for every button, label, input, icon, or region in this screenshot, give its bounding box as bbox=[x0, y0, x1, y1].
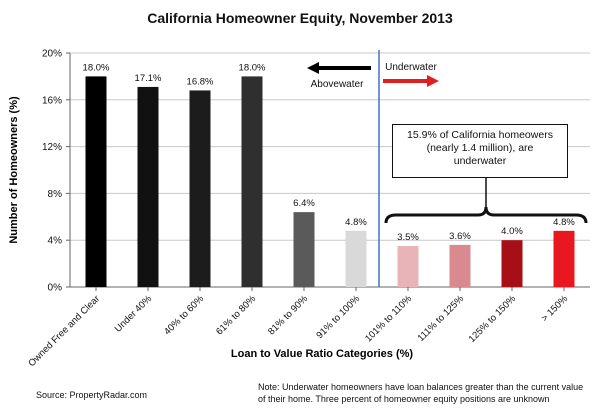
bar bbox=[137, 86, 159, 288]
data-label: 6.4% bbox=[293, 198, 315, 209]
annotations: Abovewater Underwater bbox=[307, 50, 588, 287]
source-note: Source: PropertyRadar.com bbox=[36, 390, 148, 400]
bar bbox=[241, 76, 263, 288]
abovewater-label: Abovewater bbox=[311, 79, 364, 90]
category-label: 61% to 80% bbox=[214, 293, 258, 337]
y-tick-label: 20% bbox=[42, 49, 62, 60]
category-label: 101% to 110% bbox=[363, 293, 414, 344]
bar bbox=[449, 244, 471, 287]
data-label: 16.8% bbox=[187, 76, 214, 87]
x-axis-label: Loan to Value Ratio Categories (%) bbox=[231, 348, 413, 360]
category-label: 91% to 100% bbox=[314, 293, 362, 341]
footnote: Note: Underwater homeowners have loan ba… bbox=[258, 382, 584, 404]
bar bbox=[553, 230, 575, 287]
data-label: 18.0% bbox=[239, 62, 266, 73]
abovewater-arrowhead bbox=[307, 62, 319, 74]
y-tick-label: 12% bbox=[42, 142, 62, 153]
y-axis-label: Number of Homeowners (%) bbox=[8, 96, 20, 244]
y-tick-label: 4% bbox=[48, 236, 63, 247]
data-label: 4.8% bbox=[553, 217, 575, 228]
category-label: 125% to 150% bbox=[467, 293, 519, 345]
bar bbox=[397, 246, 419, 287]
underwater-callout: 15.9% of California homeowers (nearly 1.… bbox=[392, 124, 568, 178]
category-label: 40% to 60% bbox=[162, 293, 206, 337]
data-label: 18.0% bbox=[83, 62, 110, 73]
y-tick-label: 0% bbox=[48, 283, 63, 294]
category-label: 81% to 90% bbox=[266, 293, 310, 337]
chart-title: California Homeowner Equity, November 20… bbox=[147, 10, 453, 26]
bar bbox=[501, 240, 523, 287]
underwater-arrowhead bbox=[427, 75, 439, 87]
bar bbox=[293, 212, 315, 287]
bar bbox=[85, 76, 107, 288]
category-label: 111% to 125% bbox=[416, 293, 467, 344]
bar bbox=[345, 230, 367, 287]
category-label: > 150% bbox=[539, 293, 570, 324]
bar bbox=[189, 90, 211, 287]
y-tick-label: 8% bbox=[48, 189, 63, 200]
data-label: 17.1% bbox=[135, 73, 162, 84]
underwater-label: Underwater bbox=[385, 62, 437, 73]
data-label: 4.8% bbox=[345, 217, 367, 228]
category-label: Under 40% bbox=[113, 293, 155, 335]
data-label: 4.0% bbox=[501, 226, 523, 237]
data-label: 3.5% bbox=[397, 232, 419, 243]
data-label: 3.6% bbox=[449, 231, 471, 242]
y-tick-label: 16% bbox=[42, 95, 62, 106]
category-label: Owned Free and Clear bbox=[26, 293, 102, 369]
bars bbox=[85, 76, 575, 288]
